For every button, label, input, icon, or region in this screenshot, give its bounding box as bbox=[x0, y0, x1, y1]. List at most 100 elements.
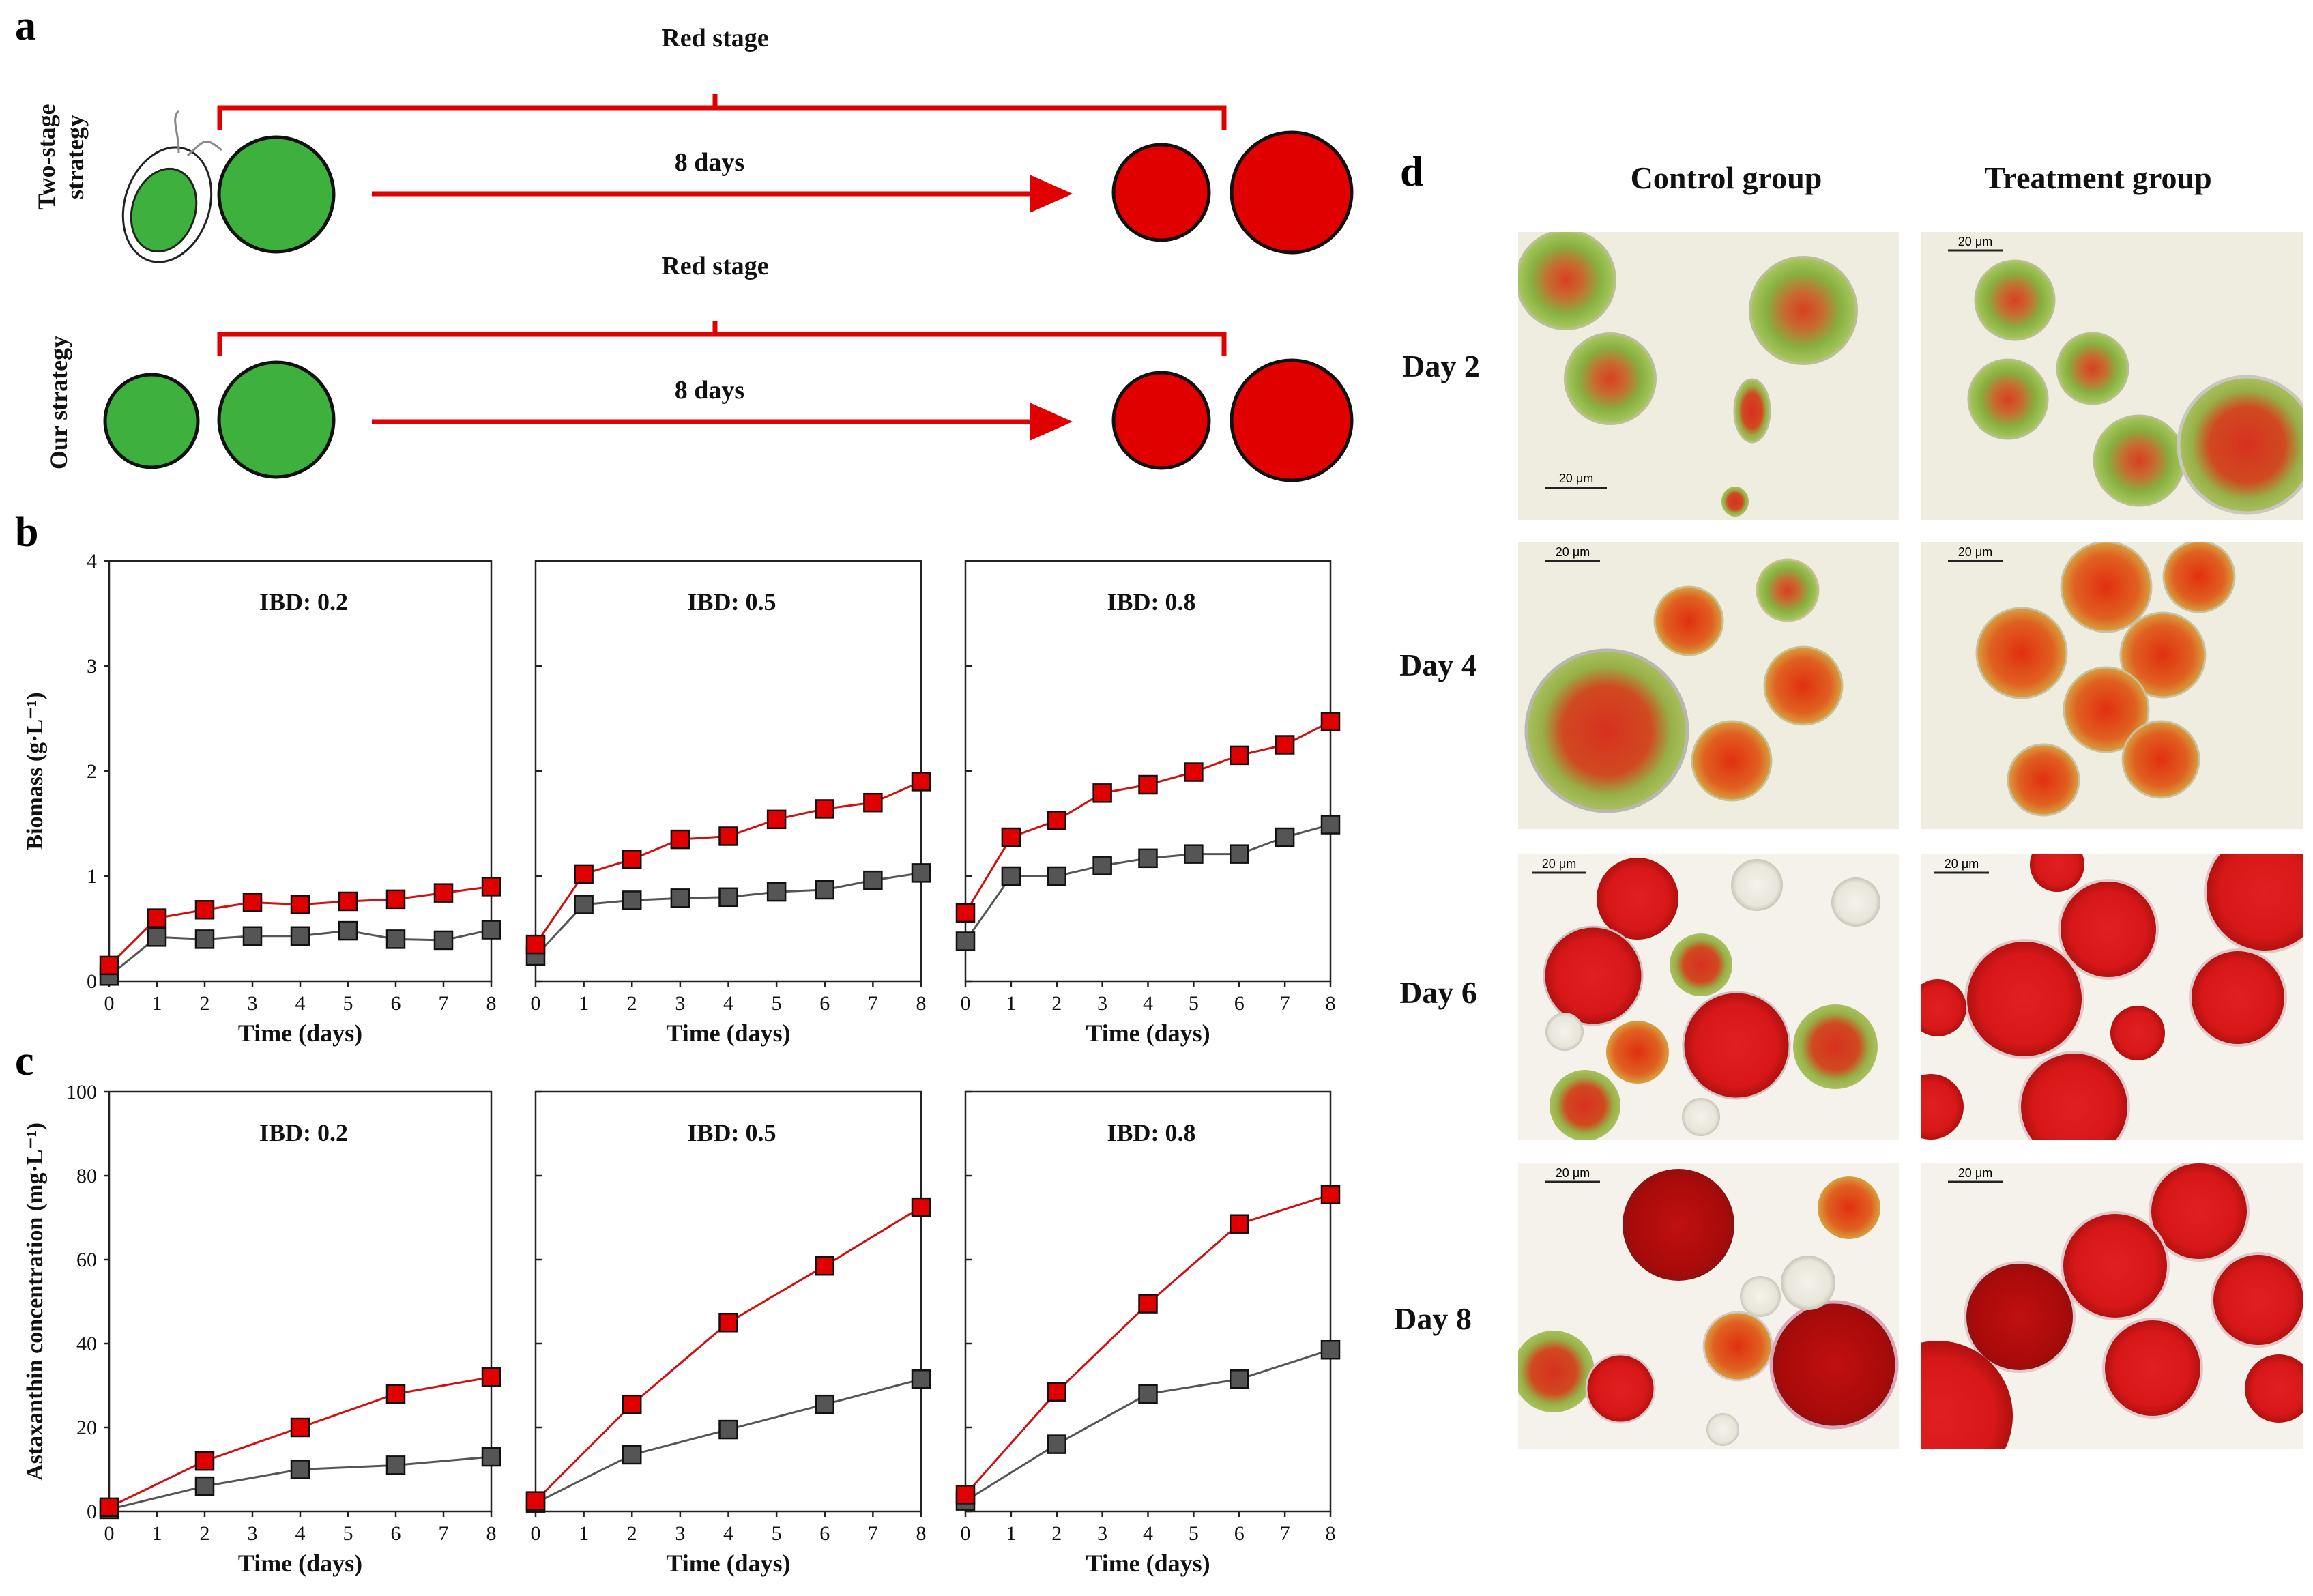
panel-letter-a: a bbox=[15, 3, 36, 49]
y-tick-label: 20 bbox=[76, 1417, 97, 1439]
x-tick-label: 5 bbox=[343, 1522, 353, 1545]
micrograph-day8-control: 20 μm bbox=[1518, 1163, 1899, 1449]
red-stage-label: Red stage bbox=[661, 24, 768, 53]
x-tick-label: 6 bbox=[819, 1522, 830, 1545]
data-point-control bbox=[863, 870, 883, 890]
data-point-control bbox=[1001, 866, 1021, 886]
data-point-control bbox=[481, 1447, 501, 1467]
x-tick-label: 4 bbox=[1143, 1522, 1153, 1545]
data-point-treatment bbox=[1092, 783, 1112, 803]
data-point-treatment bbox=[481, 877, 501, 897]
x-tick-label: 7 bbox=[868, 1522, 878, 1545]
y-tick-label: 0 bbox=[87, 970, 97, 993]
x-tick-label: 8 bbox=[916, 1522, 927, 1545]
our-strategy: Our strategy Red stage 8 days bbox=[45, 252, 1354, 482]
data-point-control bbox=[574, 895, 594, 914]
data-point-treatment bbox=[955, 903, 976, 923]
red-cell-large-icon bbox=[1230, 130, 1354, 255]
data-point-treatment bbox=[338, 891, 358, 912]
data-point-treatment bbox=[525, 1491, 546, 1511]
data-point-control bbox=[815, 880, 834, 900]
data-point-control bbox=[386, 1455, 406, 1475]
x-tick-label: 7 bbox=[439, 992, 449, 1015]
x-tick-label: 2 bbox=[627, 992, 637, 1015]
chart-b-0: 0 1 2 3 4 0 1 2 3 4 5 6 7 8 Time (days) IBD: 0.2 Biomass… bbox=[23, 550, 501, 1047]
y-axis-label: Biomass (g·L⁻¹) bbox=[23, 692, 48, 850]
scale-bar-label: 20 μm bbox=[1958, 235, 1992, 248]
data-point-treatment bbox=[99, 1497, 119, 1518]
scale-bar-label: 20 μm bbox=[1542, 857, 1576, 871]
duration-label: 8 days bbox=[675, 148, 744, 177]
data-point-control bbox=[718, 1419, 738, 1440]
data-point-treatment bbox=[290, 1417, 310, 1438]
data-point-treatment bbox=[1320, 712, 1341, 731]
scale-bar-label: 20 μm bbox=[1958, 545, 1992, 559]
x-axis-label: Time (days) bbox=[238, 1019, 362, 1047]
data-point-control bbox=[1138, 1384, 1158, 1404]
x-tick-label: 5 bbox=[1189, 992, 1199, 1015]
x-tick-label: 8 bbox=[486, 1522, 497, 1545]
data-point-control bbox=[1047, 1434, 1066, 1454]
two-stage-strategy: Two-stage strategy Red stage 8 days bbox=[33, 24, 1354, 263]
series-line-treatment bbox=[108, 1376, 492, 1509]
data-point-control bbox=[1047, 866, 1066, 886]
micrograph-day2-treatment: 20 μm bbox=[1921, 232, 2303, 520]
chart-b-1: 0 1 2 3 4 5 6 7 8 Time (days) IBD: 0.5 bbox=[525, 560, 931, 1047]
strategy-label-line1: Two-stage bbox=[33, 104, 60, 209]
x-tick-label: 3 bbox=[248, 1522, 258, 1545]
y-tick-label: 2 bbox=[87, 760, 97, 783]
x-tick-label: 3 bbox=[675, 992, 685, 1015]
data-point-control bbox=[1184, 844, 1204, 864]
x-tick-label: 8 bbox=[916, 992, 927, 1015]
chart-c-0: 0 20 40 60 80 100 0 1 2 3 4 5 6 7 8 Time (days) IBD: 0.2… bbox=[23, 1081, 501, 1577]
data-point-treatment bbox=[525, 934, 546, 955]
data-point-treatment bbox=[242, 893, 263, 912]
x-tick-label: 0 bbox=[961, 992, 971, 1015]
data-point-treatment bbox=[194, 900, 215, 920]
data-point-control bbox=[290, 926, 310, 946]
data-point-treatment bbox=[1138, 774, 1158, 795]
micrograph-day4-control: 20 μm bbox=[1518, 542, 1899, 829]
data-point-control bbox=[766, 882, 787, 902]
x-tick-label: 5 bbox=[772, 1522, 782, 1545]
x-tick-label: 6 bbox=[1234, 1522, 1245, 1545]
data-point-control bbox=[433, 930, 454, 951]
x-tick-label: 7 bbox=[868, 992, 878, 1015]
data-point-treatment bbox=[1184, 762, 1204, 782]
x-tick-label: 1 bbox=[152, 1522, 162, 1545]
x-axis-label: Time (days) bbox=[666, 1550, 790, 1577]
x-tick-label: 0 bbox=[104, 992, 115, 1015]
scale-bar-label: 20 μm bbox=[1945, 857, 1979, 871]
data-point-treatment bbox=[481, 1367, 501, 1387]
y-tick-label: 80 bbox=[76, 1165, 97, 1187]
data-point-treatment bbox=[911, 1197, 931, 1217]
plot-frame bbox=[108, 1090, 493, 1513]
scale-bar-label: 20 μm bbox=[1559, 471, 1593, 485]
data-point-control bbox=[386, 929, 406, 949]
x-tick-label: 0 bbox=[961, 1522, 971, 1545]
data-point-treatment bbox=[99, 955, 119, 976]
data-point-control bbox=[1230, 1369, 1249, 1389]
x-tick-label: 0 bbox=[531, 992, 541, 1015]
x-tick-label: 0 bbox=[531, 1522, 541, 1545]
scale-bar-label: 20 μm bbox=[1556, 545, 1590, 559]
chart-c-1: 0 1 2 3 4 5 6 7 8 Time (days) IBD: 0.5 bbox=[525, 1090, 931, 1577]
data-point-control bbox=[242, 926, 263, 946]
x-tick-label: 6 bbox=[391, 992, 401, 1015]
panel-letter-c: c bbox=[15, 1038, 34, 1084]
micrograph-day8-treatment: 20 μm bbox=[1921, 1163, 2303, 1449]
data-point-treatment bbox=[574, 864, 594, 884]
data-point-control bbox=[955, 931, 976, 951]
x-tick-label: 4 bbox=[723, 992, 733, 1015]
micrograph-day4-treatment: 20 μm bbox=[1921, 542, 2303, 829]
row-label-day2: Day 2 bbox=[1402, 349, 1480, 383]
series-line-treatment bbox=[534, 1206, 922, 1502]
data-point-treatment bbox=[147, 908, 167, 928]
x-tick-label: 4 bbox=[295, 992, 306, 1015]
y-tick-label: 40 bbox=[76, 1333, 97, 1355]
data-point-control bbox=[1275, 827, 1295, 847]
data-point-control bbox=[1092, 856, 1112, 875]
data-point-treatment bbox=[433, 883, 454, 903]
column-header-treatment: Treatment group bbox=[1984, 160, 2211, 195]
